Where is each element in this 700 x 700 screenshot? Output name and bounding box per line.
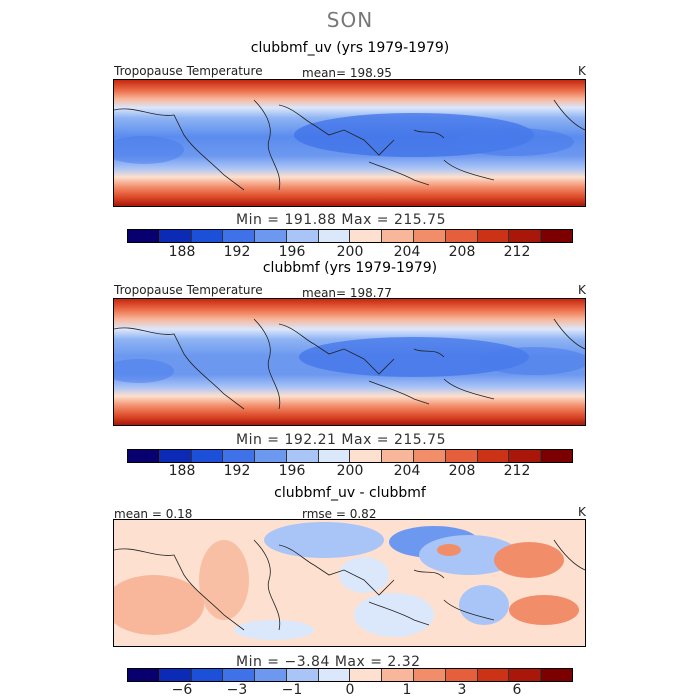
panel-1-title: clubbmf_uv (yrs 1979-1979)	[250, 40, 450, 56]
panel-3-tick-3: −1	[281, 682, 303, 698]
panel-1-tick-4: 200	[336, 244, 364, 260]
panel-3-tick-1: −6	[171, 682, 193, 698]
panel-2-tick-5: 204	[393, 463, 421, 479]
panel-3-map	[113, 519, 586, 647]
panel-3-tick-2: −3	[226, 682, 248, 698]
panel-3-mean-label: mean = 0.18	[114, 507, 193, 521]
figure-title: SON	[326, 8, 374, 32]
panel-2-tick-7: 212	[503, 463, 531, 479]
panel-2-unit-label: K	[578, 283, 586, 297]
panel-2-tick-1: 188	[168, 463, 196, 479]
panel-2-variable-label: Tropopause Temperature	[114, 283, 263, 297]
panel-1-mean-label: mean= 198.95	[302, 66, 392, 80]
panel-3-title: clubbmf_uv - clubbmf	[274, 485, 426, 501]
panel-1-variable-label: Tropopause Temperature	[114, 64, 263, 78]
panel-2-colorbar	[127, 449, 573, 463]
panel-2-tick-2: 192	[223, 463, 251, 479]
panel-2-tick-4: 200	[336, 463, 364, 479]
panel-2-cold-core	[299, 337, 529, 377]
panel-3-tick-7: 6	[512, 682, 522, 698]
panel-2-min-max: Min = 192.21 Max = 215.75	[236, 432, 446, 448]
panel-3-tick-5: 1	[402, 682, 412, 698]
panel-2-tick-3: 196	[278, 463, 306, 479]
panel-1-unit-label: K	[578, 64, 586, 78]
panel-2-title: clubbmf (yrs 1979-1979)	[262, 260, 438, 276]
panel-1-tick-6: 208	[448, 244, 476, 260]
panel-1-tick-5: 204	[393, 244, 421, 260]
panel-1-coastlines	[114, 99, 585, 191]
panel-1-map	[113, 79, 586, 207]
panel-2-map	[113, 298, 586, 426]
panel-1-tick-2: 192	[223, 244, 251, 260]
panel-2-mean-label: mean= 198.77	[302, 286, 392, 300]
panel-3-colorbar	[127, 668, 573, 682]
panel-3-rmse-label: rmse = 0.82	[302, 507, 377, 521]
panel-1-tick-1: 188	[168, 244, 196, 260]
panel-2-tick-6: 208	[448, 463, 476, 479]
panel-3-tick-4: 0	[345, 682, 355, 698]
panel-3-coastlines	[114, 539, 585, 631]
panel-1-min-max: Min = 191.88 Max = 215.75	[236, 212, 446, 228]
panel-1-colorbar	[127, 229, 573, 243]
panel-3-min-max: Min = −3.84 Max = 2.32	[236, 654, 421, 670]
panel-2-coastlines	[114, 318, 585, 410]
panel-1-tick-7: 212	[503, 244, 531, 260]
panel-3-unit-label: K	[578, 505, 586, 519]
panel-3-tick-6: 3	[457, 682, 467, 698]
panel-1-tick-3: 196	[278, 244, 306, 260]
